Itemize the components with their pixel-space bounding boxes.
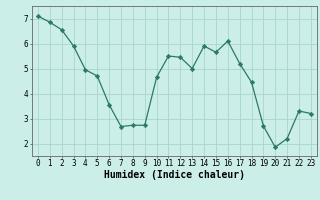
X-axis label: Humidex (Indice chaleur): Humidex (Indice chaleur) (104, 170, 245, 180)
